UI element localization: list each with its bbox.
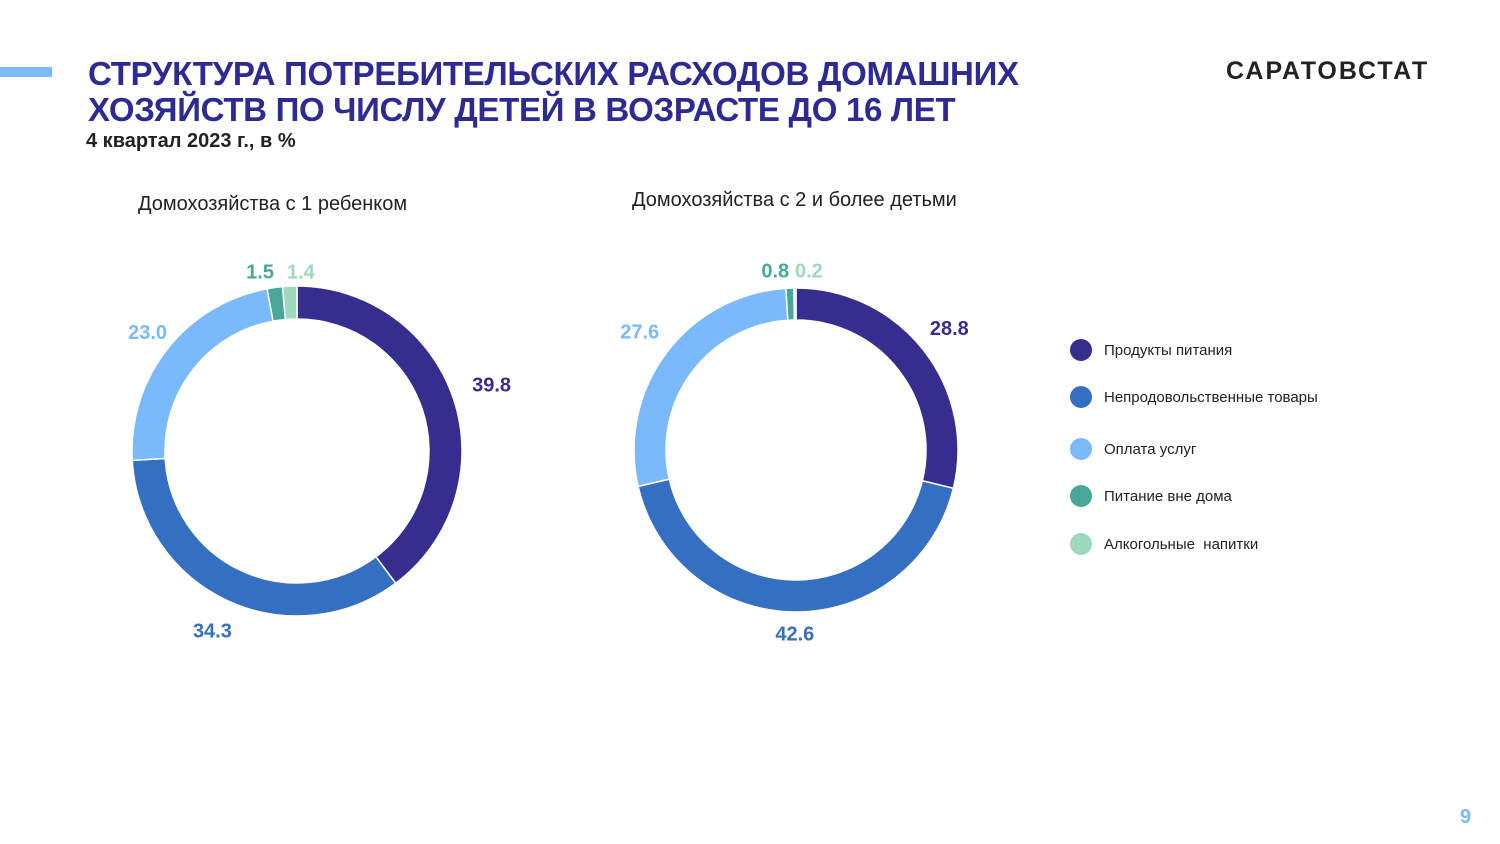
title-line-2: ХОЗЯЙСТВ ПО ЧИСЛУ ДЕТЕЙ В ВОЗРАСТЕ ДО 16… [88, 91, 956, 128]
data-label: 39.8 [472, 375, 511, 397]
brand-logo: САРАТОВСТАТ [1226, 57, 1430, 85]
legend-swatch [1070, 386, 1092, 408]
donut-slice [785, 287, 796, 322]
data-label: 27.6 [620, 322, 659, 344]
legend-label: Оплата услуг [1104, 440, 1197, 458]
donut-slice [637, 478, 955, 613]
data-label: 0.8 [761, 260, 789, 282]
donut-slice [633, 287, 789, 488]
data-label: 23.0 [128, 322, 167, 344]
legend-swatch [1070, 533, 1092, 555]
data-label: 0.2 [795, 260, 823, 282]
legend-item: Алкогольные напитки [1070, 532, 1258, 556]
data-label: 1.5 [246, 261, 274, 283]
data-label: 34.3 [193, 621, 232, 643]
legend-swatch [1070, 438, 1092, 460]
legend-label: Непродовольственные товары [1104, 388, 1318, 406]
legend-label: Питание вне дома [1104, 487, 1232, 505]
chart-title-1: Домохозяйства с 1 ребенком [138, 193, 408, 215]
title-line-1: СТРУКТУРА ПОТРЕБИТЕЛЬСКИХ РАСХОДОВ ДОМАШ… [88, 55, 1019, 92]
legend-item: Непродовольственные товары [1070, 385, 1318, 409]
donut-slice [296, 285, 463, 585]
donut-slice [131, 287, 274, 462]
legend-label: Алкогольные напитки [1104, 535, 1259, 553]
legend-swatch [1070, 485, 1092, 507]
legend-item: Продукты питания [1070, 338, 1232, 362]
legend-label: Продукты питания [1104, 341, 1233, 359]
page-number: 9 [1460, 806, 1472, 828]
data-label: 28.8 [930, 318, 969, 340]
page-title: СТРУКТУРА ПОТРЕБИТЕЛЬСКИХ РАСХОДОВ ДОМАШ… [88, 56, 1019, 128]
donut-slice [131, 457, 397, 617]
donut-slice [793, 287, 797, 321]
legend-item: Оплата услуг [1070, 437, 1196, 461]
donut-slice [281, 285, 298, 321]
chart-title-2: Домохозяйства с 2 и более детьми [632, 189, 957, 211]
data-label: 1.4 [287, 261, 316, 283]
legend-item: Питание вне дома [1070, 484, 1232, 508]
subtitle: 4 квартал 2023 г., в % [86, 130, 296, 152]
legend-swatch [1070, 339, 1092, 361]
accent-bar [0, 67, 52, 77]
data-label: 42.6 [775, 623, 814, 645]
